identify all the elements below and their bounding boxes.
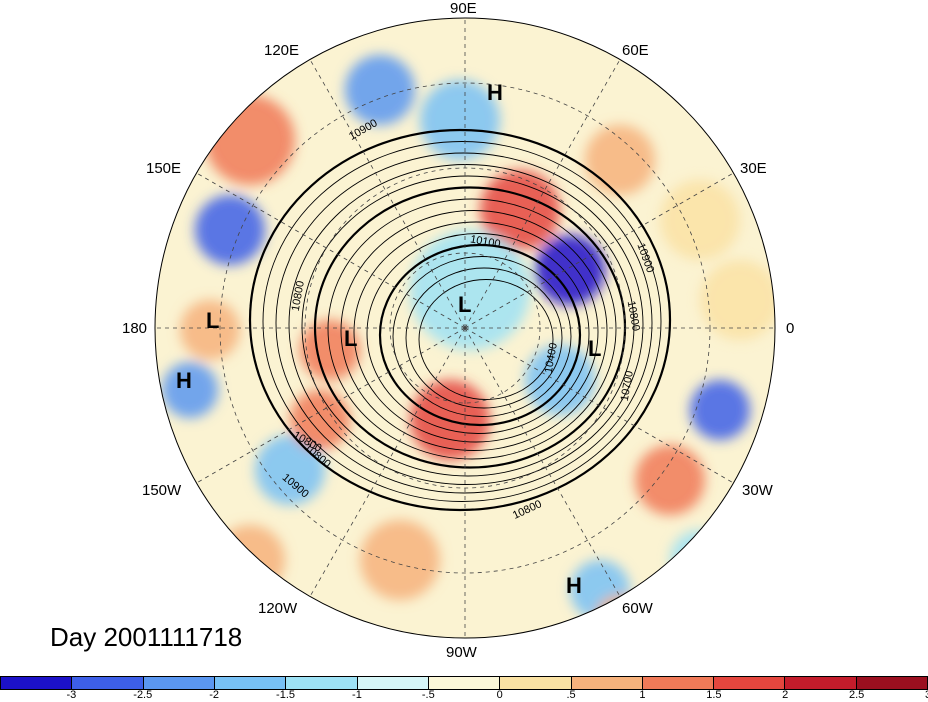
colorbar-swatch bbox=[785, 677, 857, 689]
anomaly-blob bbox=[162, 362, 218, 418]
colorbar-tick-label: -1 bbox=[352, 689, 362, 701]
colorbar-swatch bbox=[642, 677, 715, 689]
colorbar-tick-label: 1.5 bbox=[706, 689, 722, 701]
height-contour bbox=[301, 175, 635, 477]
height-contour bbox=[340, 210, 608, 451]
low-pressure-marker: L bbox=[588, 336, 602, 361]
colorbar-tick-label: 0 bbox=[496, 689, 503, 701]
lon-label-90e: 90E bbox=[450, 0, 477, 17]
colorbar-tick-label: -2.5 bbox=[133, 689, 153, 701]
lon-label-0: 0 bbox=[786, 320, 795, 337]
height-contour bbox=[418, 279, 554, 400]
colorbar-swatch bbox=[428, 677, 501, 689]
height-contour bbox=[392, 256, 572, 417]
colorbar-tick-label: .5 bbox=[566, 689, 576, 701]
colorbar-tick-label: -2 bbox=[209, 689, 220, 701]
low-pressure-marker: L bbox=[344, 326, 358, 351]
lon-label-180: 180 bbox=[122, 320, 148, 337]
lon-label-120w: 120W bbox=[258, 600, 298, 617]
colorbar-tick-label: 3 bbox=[925, 689, 928, 701]
anomaly-blob bbox=[420, 80, 500, 160]
height-contour bbox=[327, 198, 617, 460]
anomaly-blob bbox=[215, 525, 285, 595]
anomaly-blob bbox=[180, 300, 240, 360]
anomaly-blob bbox=[195, 195, 265, 265]
colorbar-swatch bbox=[500, 677, 572, 689]
lon-label-30w: 30W bbox=[742, 482, 773, 499]
lon-label-150w: 150W bbox=[142, 482, 182, 499]
longitude-line bbox=[196, 172, 466, 329]
colorbar-swatch bbox=[286, 677, 358, 689]
anomaly-blob bbox=[635, 445, 705, 515]
height-contour bbox=[378, 243, 582, 427]
longitude-line bbox=[309, 327, 466, 597]
polar-map bbox=[154, 17, 776, 639]
anomaly-blob bbox=[255, 435, 325, 505]
lon-label-120e: 120E bbox=[264, 42, 300, 59]
colorbar-ticks: -3 -2.5 -2 -1.5 -1 -.5 0 .5 1 1.5 2 2.5 3 bbox=[0, 689, 928, 702]
lon-label-60e: 60E bbox=[622, 42, 649, 59]
anomaly-blob bbox=[585, 125, 655, 195]
height-contour bbox=[366, 233, 590, 434]
height-contour bbox=[288, 164, 644, 485]
anomaly-blob bbox=[660, 180, 740, 260]
anomaly-blob bbox=[690, 380, 750, 440]
anomaly-blob bbox=[290, 390, 350, 450]
lon-label-90w: 90W bbox=[446, 644, 477, 661]
anomaly-blob bbox=[345, 55, 415, 125]
colorbar-tick-label: 2.5 bbox=[848, 689, 865, 701]
colorbar-swatch bbox=[856, 677, 928, 689]
height-contour bbox=[405, 267, 563, 409]
colorbar-swatch bbox=[214, 677, 287, 689]
height-contour bbox=[275, 152, 653, 494]
high-pressure-marker: H bbox=[487, 80, 503, 105]
height-contour bbox=[248, 128, 672, 512]
anomaly-blob bbox=[410, 230, 530, 350]
longitude-line bbox=[464, 59, 621, 329]
longitude-line bbox=[309, 59, 466, 329]
anomaly-blob bbox=[670, 530, 730, 590]
colorbar-swatch bbox=[72, 677, 144, 689]
latitude-circle bbox=[219, 82, 711, 574]
anomaly-blob bbox=[525, 345, 595, 415]
lon-label-150e: 150E bbox=[146, 160, 182, 177]
colorbar-tick-label: 1 bbox=[639, 689, 646, 701]
colorbar bbox=[0, 676, 928, 690]
lon-label-60w: 60W bbox=[622, 600, 653, 617]
colorbar-tick-label: -3 bbox=[66, 689, 77, 701]
height-contour bbox=[313, 186, 627, 469]
anomaly-blob bbox=[700, 260, 775, 340]
lon-label-30e: 30E bbox=[740, 160, 767, 177]
longitude-line bbox=[464, 327, 734, 484]
colorbar-swatch bbox=[1, 677, 73, 689]
colorbar-tick-label: -.5 bbox=[421, 689, 435, 701]
colorbar-tick-label: -1.5 bbox=[276, 689, 296, 701]
colorbar-swatch bbox=[571, 677, 643, 689]
anomaly-blob bbox=[360, 520, 440, 600]
low-pressure-marker: L bbox=[458, 292, 472, 317]
colorbar-tick-label: 2 bbox=[782, 689, 789, 701]
low-pressure-marker: L bbox=[206, 308, 220, 333]
day-label: Day 2001111718 bbox=[50, 622, 243, 652]
longitude-line bbox=[196, 327, 466, 484]
longitude-line bbox=[464, 172, 734, 329]
high-pressure-marker: H bbox=[566, 573, 582, 598]
longitude-line bbox=[464, 327, 621, 597]
colorbar-swatch bbox=[143, 677, 215, 689]
colorbar-swatch bbox=[357, 677, 429, 689]
colorbar-swatch bbox=[714, 677, 786, 689]
height-contour bbox=[353, 221, 599, 443]
height-contour bbox=[262, 141, 662, 502]
high-pressure-marker: H bbox=[176, 368, 192, 393]
